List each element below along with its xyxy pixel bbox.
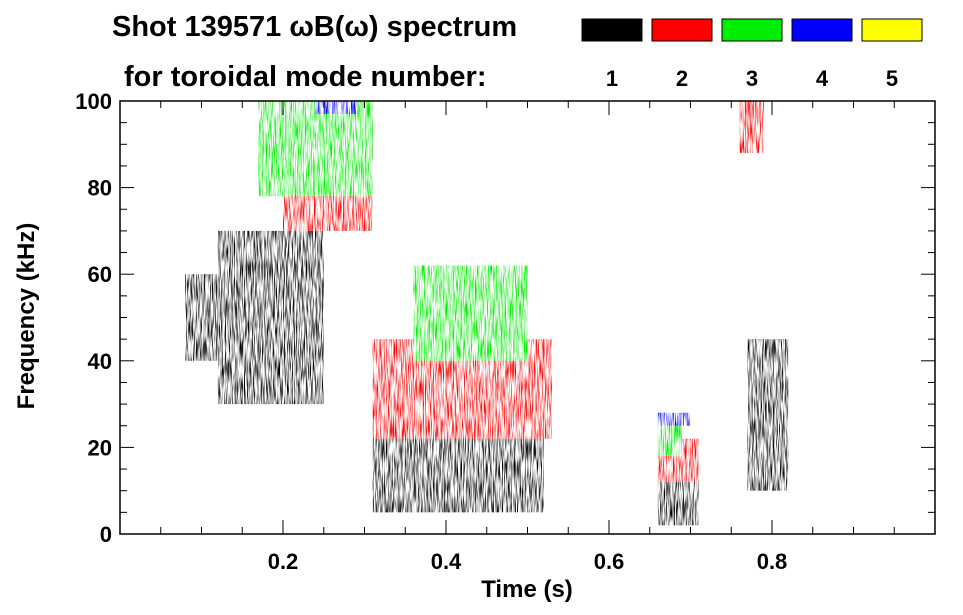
chart-title: Shot 139571 ωB(ω) spectrum bbox=[112, 11, 517, 43]
spectrum-region bbox=[315, 101, 357, 114]
legend: 1 2 3 4 5 bbox=[581, 18, 923, 91]
spectrum-regions bbox=[185, 101, 789, 526]
x-axis-label: Time (s) bbox=[481, 576, 573, 603]
x-axis: 0.2 0.4 0.6 0.8 bbox=[160, 101, 895, 574]
legend-swatch-4 bbox=[791, 18, 853, 42]
spectrum-region bbox=[258, 101, 373, 197]
x-tick-label: 0.6 bbox=[594, 549, 625, 574]
chart-subtitle: for toroidal mode number: bbox=[124, 61, 487, 93]
legend-label-1: 1 bbox=[606, 66, 618, 91]
spectrum-region bbox=[217, 230, 324, 405]
x-tick-label: 0.8 bbox=[757, 549, 788, 574]
y-tick-label: 80 bbox=[88, 176, 112, 201]
plot-area: 0.2 0.4 0.6 0.8 0 20 40 60 80 100 bbox=[75, 89, 936, 574]
y-tick-label: 20 bbox=[88, 435, 112, 460]
legend-label-4: 4 bbox=[816, 66, 829, 91]
x-tick-label: 0.4 bbox=[431, 549, 462, 574]
spectrum-region bbox=[657, 482, 699, 526]
y-tick-label: 40 bbox=[88, 349, 112, 374]
spectrum-region bbox=[739, 101, 764, 153]
legend-swatch-3 bbox=[721, 18, 783, 42]
spectrum-region bbox=[413, 265, 528, 361]
legend-label-5: 5 bbox=[886, 66, 898, 91]
y-tick-label: 60 bbox=[88, 262, 112, 287]
y-tick-label: 0 bbox=[100, 522, 112, 547]
legend-label-3: 3 bbox=[746, 66, 758, 91]
spectrum-region bbox=[657, 425, 683, 457]
spectrum-region bbox=[657, 412, 691, 426]
legend-swatch-2 bbox=[651, 18, 713, 42]
y-axis: 0 20 40 60 80 100 bbox=[75, 89, 935, 547]
y-tick-label: 100 bbox=[75, 89, 112, 114]
x-tick-label: 0.2 bbox=[268, 549, 299, 574]
legend-swatch-1 bbox=[581, 18, 643, 42]
spectrum-region bbox=[185, 274, 218, 361]
legend-swatch-5 bbox=[861, 18, 923, 42]
spectrum-region bbox=[747, 339, 789, 491]
spectrum-region bbox=[372, 425, 544, 513]
legend-label-2: 2 bbox=[676, 66, 688, 91]
y-axis-label: Frequency (kHz) bbox=[13, 223, 40, 410]
